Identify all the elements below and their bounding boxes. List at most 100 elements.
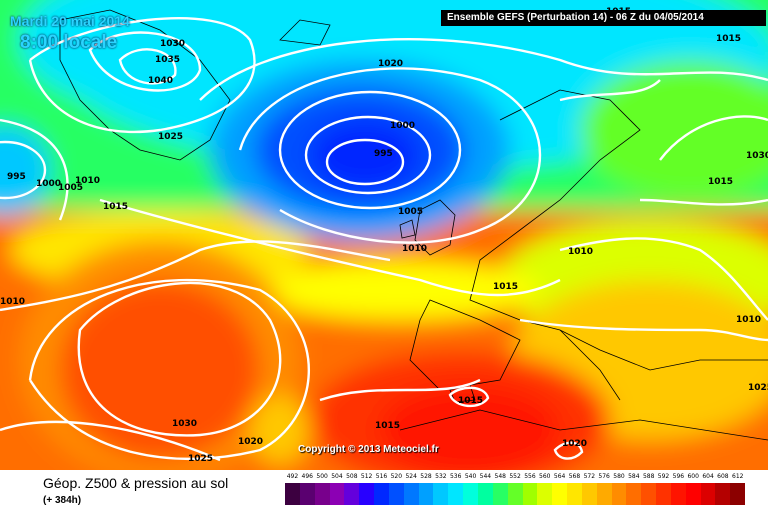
scale-label: 572 xyxy=(583,473,596,480)
scale-label: 560 xyxy=(539,473,551,480)
isobar-label: 1000 xyxy=(36,179,61,189)
scale-swatch xyxy=(492,483,508,505)
isobar-label: 1010 xyxy=(568,247,593,257)
scale-swatch xyxy=(299,483,315,505)
scale-swatch xyxy=(477,483,493,505)
isobar-label: 1025 xyxy=(748,383,768,393)
isobar-label: 1030 xyxy=(746,151,768,161)
forecast-lead-time: (+ 384h) xyxy=(43,495,82,506)
scale-label: 612 xyxy=(732,473,744,480)
scale-label: 548 xyxy=(494,473,506,480)
scale-label: 580 xyxy=(613,473,625,480)
weather-map: 1030 1035 1040 1025 1020 1000 995 995 10… xyxy=(0,0,768,470)
scale-label: 520 xyxy=(390,473,403,480)
isobar-label: 1020 xyxy=(238,437,263,447)
scale-swatch xyxy=(403,483,419,505)
scale-label: 568 xyxy=(568,473,581,480)
scale-swatch xyxy=(656,483,671,505)
scale-label: 584 xyxy=(628,473,640,480)
scale-label: 532 xyxy=(435,473,447,480)
forecast-date: Mardi 20 mai 2014 xyxy=(10,13,130,29)
isobar-label: 1020 xyxy=(378,59,403,69)
geopotential-field xyxy=(0,0,768,470)
scale-label: 528 xyxy=(420,473,432,480)
forecast-time: 8:00 locale xyxy=(20,32,118,53)
scale-label: 588 xyxy=(642,473,655,480)
isobar-label: 995 xyxy=(7,172,26,182)
isobar-label: 1025 xyxy=(158,132,183,142)
scale-label: 500 xyxy=(316,473,328,480)
chart-title: Géop. Z500 & pression au sol xyxy=(43,475,229,491)
scale-swatch xyxy=(507,483,523,505)
scale-label: 512 xyxy=(360,473,373,480)
scale-swatch xyxy=(626,483,642,505)
scale-label: 544 xyxy=(479,473,492,480)
scale-label: 496 xyxy=(301,473,313,480)
scale-swatch xyxy=(611,483,627,505)
scale-swatch xyxy=(581,483,597,505)
isobar-label: 1040 xyxy=(148,76,173,86)
isobar-label: 1015 xyxy=(375,421,400,431)
isobar-label: 1015 xyxy=(716,34,741,44)
scale-swatch xyxy=(730,483,746,505)
scale-bar xyxy=(285,483,746,505)
color-scale-legend: 492 496 500 504 508 512 516 520 524 528 532 536 540 5… xyxy=(285,473,765,505)
scale-swatch xyxy=(314,483,330,505)
isobar-label: 1005 xyxy=(58,183,83,193)
footer: Géop. Z500 & pression au sol (+ 384h) 49… xyxy=(0,470,768,512)
scale-swatch xyxy=(685,483,701,505)
isobar-label: 1015 xyxy=(493,282,518,292)
scale-swatch xyxy=(433,483,449,505)
isobar-label: 1020 xyxy=(562,439,587,449)
scale-swatch xyxy=(700,483,716,505)
model-run-info: Ensemble GEFS (Perturbation 14) - 06 Z d… xyxy=(441,10,766,26)
scale-swatch xyxy=(463,483,478,505)
isobar-label: 1015 xyxy=(103,202,128,212)
scale-label: 556 xyxy=(524,473,536,480)
scale-swatch xyxy=(329,483,345,505)
isobar-label: 1030 xyxy=(172,419,197,429)
scale-swatch xyxy=(552,483,568,505)
map-canvas: 1030 1035 1040 1025 1020 1000 995 995 10… xyxy=(0,0,768,470)
isobar-labels: 1030 1035 1040 1025 1020 1000 995 995 10… xyxy=(0,7,768,464)
scale-label: 552 xyxy=(509,473,521,480)
scale-swatch xyxy=(715,483,731,505)
scale-label: 504 xyxy=(331,473,343,480)
isobar-label: 1010 xyxy=(736,315,761,325)
isobar-label: 995 xyxy=(374,149,393,159)
scale-label: 536 xyxy=(449,473,462,480)
isobar-label: 1010 xyxy=(75,176,100,186)
isobar-label: 1000 xyxy=(390,121,415,131)
scale-swatch xyxy=(388,483,404,505)
isobar-label: 1005 xyxy=(398,207,423,217)
scale-swatch xyxy=(670,483,686,505)
isobars xyxy=(0,17,768,462)
scale-label: 492 xyxy=(286,473,299,480)
scale-swatch xyxy=(285,483,300,505)
scale-label: 596 xyxy=(672,473,685,480)
scale-swatch xyxy=(359,483,375,505)
scale-label: 604 xyxy=(702,473,714,480)
scale-swatch xyxy=(344,483,360,505)
scale-label: 592 xyxy=(657,473,670,480)
copyright-text: Copyright © 2013 Meteociel.fr xyxy=(298,444,439,455)
scale-swatch xyxy=(567,483,582,505)
scale-labels: 492 496 500 504 508 512 516 520 524 528 532 536 540 5… xyxy=(285,473,745,480)
scale-label: 608 xyxy=(717,473,729,480)
scale-label: 508 xyxy=(346,473,358,480)
scale-swatch xyxy=(641,483,657,505)
scale-swatch xyxy=(596,483,612,505)
isobar-label: 1015 xyxy=(458,396,483,406)
isobar-label: 1035 xyxy=(155,55,180,65)
scale-swatch xyxy=(448,483,464,505)
scale-label: 516 xyxy=(375,473,388,480)
scale-label: 600 xyxy=(687,473,699,480)
isobar-label: 1015 xyxy=(708,177,733,187)
scale-label: 524 xyxy=(405,473,417,480)
isobar-label: 1010 xyxy=(402,244,427,254)
scale-label: 540 xyxy=(464,473,477,480)
isobar-label: 1030 xyxy=(160,39,185,49)
scale-swatch xyxy=(374,483,389,505)
scale-swatch xyxy=(537,483,553,505)
isobar-label: 1010 xyxy=(0,297,25,307)
